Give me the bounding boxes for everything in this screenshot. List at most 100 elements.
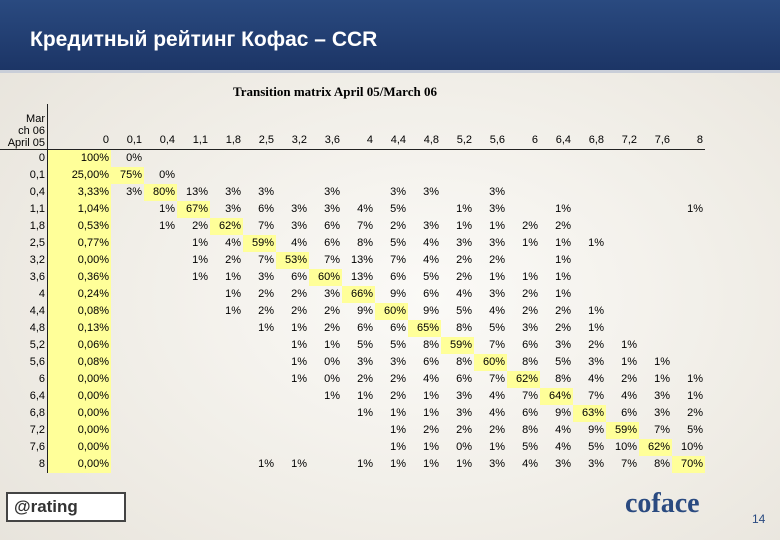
cell: 1% xyxy=(357,407,373,419)
row-header: 4,4 xyxy=(0,303,48,320)
column-header: 4,8 xyxy=(408,104,441,150)
cell: 5% xyxy=(423,271,439,283)
row-header: 6,4 xyxy=(0,388,48,405)
slide-title: Кредитный рейтинг Кофас – CCR xyxy=(30,28,378,51)
empty-cell xyxy=(177,388,210,405)
cell: 60% xyxy=(375,303,408,320)
empty-cell xyxy=(276,150,309,168)
cell: 7% xyxy=(522,390,538,402)
empty-cell xyxy=(144,388,177,405)
cell: 5% xyxy=(390,203,406,215)
cell: 1% xyxy=(291,356,307,368)
empty-cell xyxy=(210,405,243,422)
cell: 1% xyxy=(225,271,241,283)
cell: 1% xyxy=(390,458,406,470)
cell: 6% xyxy=(423,288,439,300)
cell: 5% xyxy=(588,441,604,453)
cell: 6% xyxy=(456,373,472,385)
cell: 59% xyxy=(441,337,474,354)
cell: 7% xyxy=(621,458,637,470)
empty-cell xyxy=(111,439,144,456)
empty-cell xyxy=(144,235,177,252)
empty-cell xyxy=(144,371,177,388)
cell: 0,77% xyxy=(47,235,111,252)
empty-cell xyxy=(111,456,144,473)
column-header: 1,1 xyxy=(177,104,210,150)
cell: 2% xyxy=(489,254,505,266)
empty-cell xyxy=(573,201,606,218)
empty-cell xyxy=(606,252,639,269)
cell: 2% xyxy=(687,407,703,419)
cell: 3% xyxy=(555,339,571,351)
empty-cell xyxy=(243,405,276,422)
row-header: 3,2 xyxy=(0,252,48,269)
cell: 1% xyxy=(489,220,505,232)
matrix-row: 8 0,00% 1% 1% 1% 1% 1% 1% 3% 4% 3% 3% 7% 8% 70% xyxy=(0,456,705,473)
cell: 7% xyxy=(390,254,406,266)
empty-cell xyxy=(672,150,705,168)
cell: 1% xyxy=(291,458,307,470)
row-header: 4,8 xyxy=(0,320,48,337)
table-title: Transition matrix April 05/March 06 xyxy=(233,84,437,99)
matrix-row: 1,1 1,04% 1% 67% 3% 6% 3% 3% 4% 5% 1% 3% 1% 1% xyxy=(0,201,705,218)
cell: 3% xyxy=(522,322,538,334)
empty-cell xyxy=(342,184,375,201)
empty-cell xyxy=(111,320,144,337)
cell: 4% xyxy=(555,424,571,436)
empty-cell xyxy=(276,167,309,184)
empty-cell xyxy=(144,422,177,439)
row-header: 2,5 xyxy=(0,235,48,252)
cell: 3% xyxy=(489,203,505,215)
empty-cell xyxy=(507,252,540,269)
cell: 2% xyxy=(192,220,208,232)
matrix-row: 7,2 0,00% 1% 2% 2% 2% 8% 4% 9% 59% 7% 5% xyxy=(0,422,705,439)
cell: 62% xyxy=(507,371,540,388)
matrix-row: 3,2 0,00% 1% 2% 7% 53% 7% 13% 7% 4% 2% 2% 1% xyxy=(0,252,705,269)
cell: 62% xyxy=(210,218,243,235)
empty-cell xyxy=(309,456,342,473)
cell: 2% xyxy=(522,305,538,317)
empty-cell xyxy=(144,439,177,456)
empty-cell xyxy=(210,388,243,405)
empty-cell xyxy=(474,167,507,184)
cell: 2% xyxy=(324,305,340,317)
cell: 1% xyxy=(621,356,637,368)
cell: 25,00% xyxy=(47,167,111,184)
cell: 2% xyxy=(357,373,373,385)
empty-cell xyxy=(639,337,672,354)
empty-cell xyxy=(573,150,606,168)
empty-cell xyxy=(375,167,408,184)
corner-cell: Mar ch 06 April 05 xyxy=(0,104,48,150)
cell: 2% xyxy=(456,254,472,266)
empty-cell xyxy=(309,422,342,439)
cell: 4% xyxy=(357,203,373,215)
matrix-row: 6,8 0,00% 1% 1% 1% 3% 4% 6% 9% 63% 6% 3% 2% xyxy=(0,405,705,422)
empty-cell xyxy=(177,303,210,320)
row-header: 4 xyxy=(0,286,48,303)
cell: 2% xyxy=(423,424,439,436)
matrix-row: 0,4 3,33% 3% 80% 13% 3% 3% 3% 3% 3% 3% xyxy=(0,184,705,201)
cell: 3% xyxy=(489,237,505,249)
cell: 13% xyxy=(350,271,373,283)
cell: 0,08% xyxy=(47,303,111,320)
empty-cell xyxy=(639,252,672,269)
empty-cell xyxy=(144,269,177,286)
empty-cell xyxy=(441,184,474,201)
empty-cell xyxy=(276,405,309,422)
cell: 100% xyxy=(47,149,111,167)
column-header: 3,6 xyxy=(309,104,342,150)
empty-cell xyxy=(210,456,243,473)
cell: 59% xyxy=(243,235,276,252)
empty-cell xyxy=(144,286,177,303)
matrix-row: 6,4 0,00% 1% 1% 2% 1% 3% 4% 7% 64% 7% 4% 3% 1% xyxy=(0,388,705,405)
empty-cell xyxy=(606,269,639,286)
matrix-row: 0 100% 0% xyxy=(0,149,705,168)
cell: 6% xyxy=(390,271,406,283)
empty-cell xyxy=(210,150,243,168)
empty-cell xyxy=(177,320,210,337)
cell: 1% xyxy=(489,441,505,453)
cell: 2% xyxy=(555,322,571,334)
empty-cell xyxy=(639,303,672,320)
cell: 3% xyxy=(390,186,406,198)
column-header: 4 xyxy=(342,104,375,150)
